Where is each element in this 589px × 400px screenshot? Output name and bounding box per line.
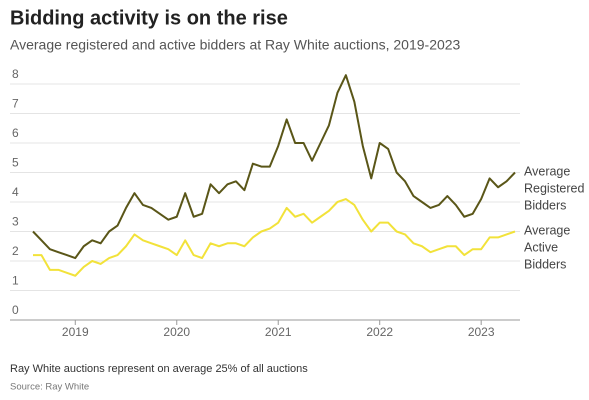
chart-title: Bidding activity is on the rise xyxy=(10,7,288,29)
y-tick-label: 6 xyxy=(12,126,19,140)
line-series xyxy=(33,198,516,277)
legend-label: Average Active Bidders xyxy=(524,224,574,272)
x-tick-label: 2023 xyxy=(468,325,495,339)
y-tick-label: 0 xyxy=(12,303,19,317)
x-tick-label: 2020 xyxy=(163,325,190,339)
legend-label: Average Registered Bidders xyxy=(524,165,588,213)
note: Ray White auctions represent on average … xyxy=(10,363,308,375)
x-tick-label: 2022 xyxy=(366,325,393,339)
y-tick-label: 8 xyxy=(12,67,19,81)
x-tick-label: 2019 xyxy=(62,325,89,339)
y-tick-label: 1 xyxy=(12,274,19,288)
y-tick-label: 7 xyxy=(12,97,19,111)
y-tick-label: 2 xyxy=(12,244,19,258)
chart-subtitle: Average registered and active bidders at… xyxy=(10,37,461,53)
y-tick-label: 5 xyxy=(12,156,19,170)
x-tick-label: 2021 xyxy=(265,325,292,339)
source: Source: Ray White xyxy=(10,382,89,393)
y-tick-label: 3 xyxy=(12,215,19,229)
line-series xyxy=(32,74,516,260)
y-tick-label: 4 xyxy=(12,185,19,199)
